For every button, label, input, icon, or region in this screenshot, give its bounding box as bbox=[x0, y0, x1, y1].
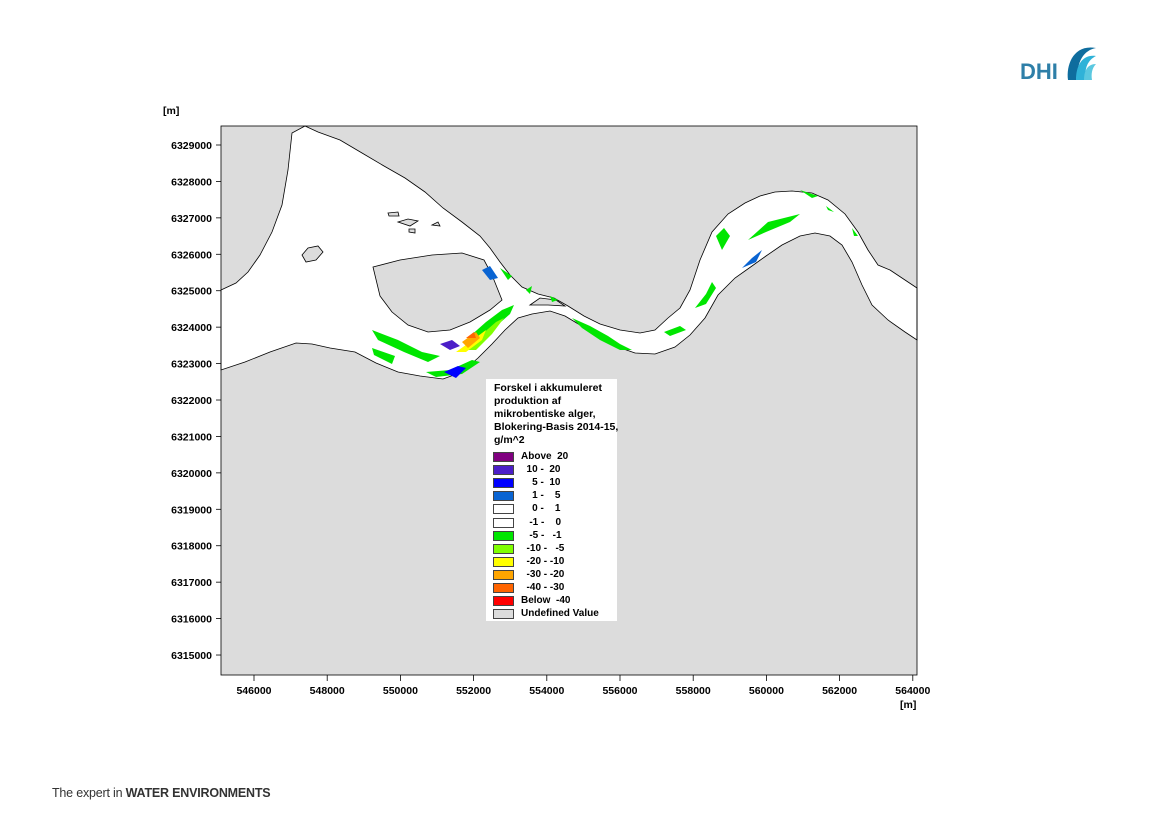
legend-swatch bbox=[493, 609, 514, 620]
legend-label: Above 20 bbox=[521, 451, 569, 462]
island bbox=[387, 211, 400, 217]
y-tick-label: 6316000 bbox=[171, 614, 212, 626]
y-tick-label: 6315000 bbox=[171, 650, 212, 662]
legend-swatch bbox=[493, 491, 514, 502]
legend-entry: 5 - 10 bbox=[493, 477, 613, 489]
legend-swatch bbox=[493, 583, 514, 593]
y-tick-label: 6326000 bbox=[171, 249, 212, 261]
y-tick-label: 6323000 bbox=[171, 359, 212, 371]
y-tick-label: 6321000 bbox=[171, 431, 212, 443]
legend-entry: -30 - -20 bbox=[493, 568, 613, 581]
legend-entry: -10 - -5 bbox=[493, 542, 613, 555]
legend-swatch bbox=[493, 452, 514, 462]
x-axis-unit: [m] bbox=[900, 699, 916, 711]
legend-label: 10 - 20 bbox=[521, 464, 561, 476]
dhi-logo: DHI bbox=[1020, 47, 1096, 84]
x-tick-label: 548000 bbox=[310, 685, 345, 697]
y-tick-label: 6329000 bbox=[171, 140, 212, 152]
footer-emphasis: WATER ENVIRONMENTS bbox=[125, 786, 271, 800]
island bbox=[396, 218, 420, 227]
legend-label: 0 - 1 bbox=[521, 503, 561, 515]
y-tick-label: 6319000 bbox=[171, 504, 212, 516]
legend-entry: Undefined Value bbox=[493, 608, 613, 620]
peninsula bbox=[372, 252, 503, 333]
island bbox=[301, 245, 324, 263]
x-tick-label: 546000 bbox=[236, 685, 271, 697]
y-tick-label: 6328000 bbox=[171, 176, 212, 188]
legend-label: -1 - 0 bbox=[521, 516, 562, 528]
legend-entry: -40 - -30 bbox=[493, 582, 613, 594]
island bbox=[430, 221, 441, 227]
legend-label: 5 - 10 bbox=[521, 477, 561, 489]
legend-label: -10 - -5 bbox=[521, 542, 565, 554]
x-tick-label: 560000 bbox=[749, 685, 784, 697]
legend-swatch bbox=[493, 569, 514, 580]
x-tick-label: 552000 bbox=[456, 685, 491, 697]
legend-swatch bbox=[493, 517, 514, 528]
footer-tagline: The expert in WATER ENVIRONMENTS bbox=[52, 786, 271, 800]
y-axis-unit: [m] bbox=[163, 105, 179, 117]
legend-entry: 0 - 1 bbox=[493, 503, 613, 515]
y-tick-label: 6325000 bbox=[171, 286, 212, 298]
x-tick-label: 564000 bbox=[895, 685, 930, 697]
x-axis-ticks: 546000 548000 550000 552000 554000 556000 5580… bbox=[236, 675, 930, 697]
legend-entry: -1 - 0 bbox=[493, 516, 613, 529]
x-tick-label: 562000 bbox=[822, 685, 857, 697]
plot-frame bbox=[220, 125, 918, 676]
legend-entry: 10 - 20 bbox=[493, 464, 613, 476]
y-tick-label: 6318000 bbox=[171, 541, 212, 553]
legend-label: 1 - 5 bbox=[521, 490, 561, 502]
y-axis-ticks: 6329000 6328000 6327000 6326000 6325000 63240… bbox=[171, 140, 221, 662]
legend-swatch bbox=[493, 596, 514, 607]
y-tick-label: 6320000 bbox=[171, 468, 212, 480]
x-tick-label: 550000 bbox=[383, 685, 418, 697]
legend-swatch bbox=[493, 478, 514, 489]
legend-label: -30 - -20 bbox=[521, 568, 565, 580]
map-plot: [m] [m] 6329000 6328000 6327000 6326000 6325… bbox=[163, 105, 930, 711]
y-tick-label: 6327000 bbox=[171, 213, 212, 225]
legend-label: -40 - -30 bbox=[521, 582, 565, 593]
legend-label: -20 - -10 bbox=[521, 555, 565, 567]
legend-title: Forskel i akkumuleret produktion af mikr… bbox=[494, 382, 619, 446]
legend-label: Undefined Value bbox=[521, 608, 599, 620]
legend-label: -5 - -1 bbox=[521, 529, 562, 541]
legend-swatch bbox=[493, 556, 514, 567]
legend-entry: -5 - -1 bbox=[493, 529, 613, 542]
legend-label: Below -40 bbox=[521, 595, 571, 607]
legend-swatch bbox=[493, 543, 514, 554]
legend-swatch bbox=[493, 465, 514, 476]
x-tick-label: 556000 bbox=[602, 685, 637, 697]
result-patches bbox=[372, 190, 858, 378]
footer-prefix: The expert in bbox=[52, 786, 126, 800]
legend: Forskel i akkumuleret produktion af mikr… bbox=[486, 379, 619, 621]
y-tick-label: 6324000 bbox=[171, 322, 212, 334]
y-tick-label: 6317000 bbox=[171, 577, 212, 589]
legend-entry: Below -40 bbox=[493, 595, 613, 607]
x-tick-label: 558000 bbox=[676, 685, 711, 697]
x-tick-label: 554000 bbox=[529, 685, 564, 697]
logo-text: DHI bbox=[1020, 59, 1058, 84]
island bbox=[408, 228, 416, 234]
y-tick-label: 6322000 bbox=[171, 395, 212, 407]
legend-entry: -20 - -10 bbox=[493, 555, 613, 568]
legend-entry: 1 - 5 bbox=[493, 490, 613, 502]
legend-swatch bbox=[493, 504, 514, 515]
water-domain bbox=[220, 125, 918, 380]
island bbox=[528, 297, 567, 307]
legend-entry: Above 20 bbox=[493, 451, 613, 463]
legend-swatch bbox=[493, 530, 514, 541]
